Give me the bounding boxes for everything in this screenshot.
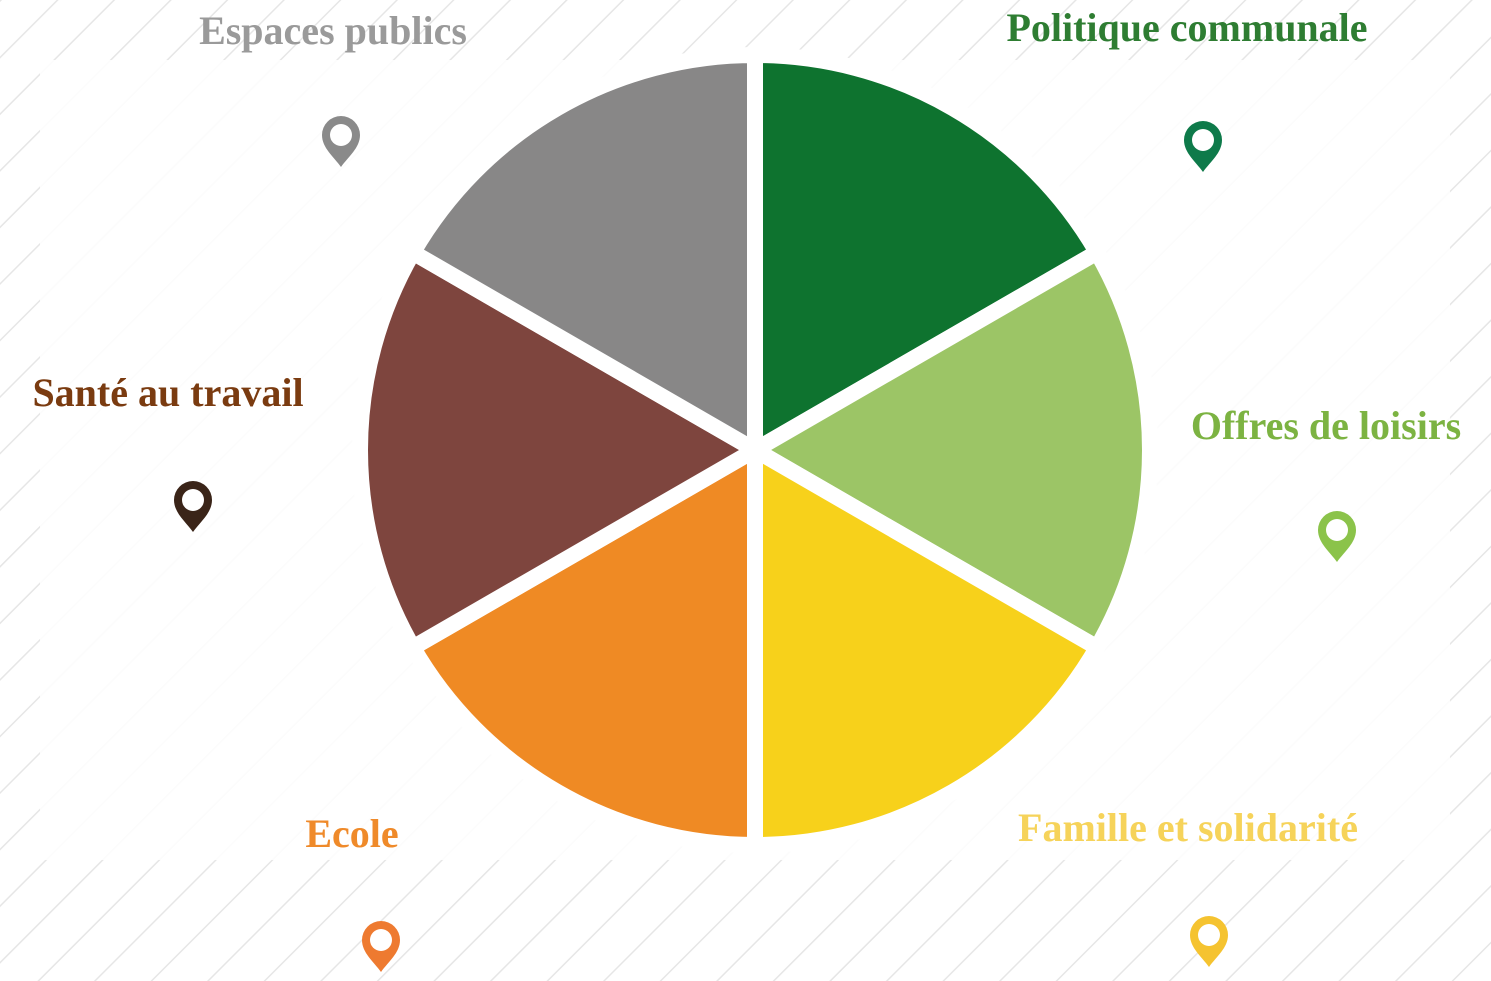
pie-sector bbox=[404, 47, 763, 458]
sector-label: Offres de loisirs bbox=[1191, 403, 1461, 448]
pin-hole bbox=[1198, 924, 1220, 946]
sector-label: Espaces publics bbox=[199, 8, 467, 53]
pin-hole bbox=[182, 489, 204, 511]
location-pin bbox=[362, 921, 400, 972]
pie bbox=[352, 47, 1158, 853]
location-pin bbox=[174, 481, 212, 532]
pie-sector bbox=[747, 47, 1106, 458]
pin-hole bbox=[370, 929, 392, 951]
labels: Politique communale Offres de loisirs Fami… bbox=[32, 5, 1461, 972]
sector-label: Santé au travail bbox=[32, 370, 303, 415]
location-pin bbox=[322, 116, 360, 167]
pin-hole bbox=[330, 124, 352, 146]
pin-hole bbox=[1192, 129, 1214, 151]
pie-sector bbox=[352, 244, 763, 656]
location-pin bbox=[1318, 511, 1356, 562]
location-pin bbox=[1184, 121, 1222, 172]
pin-hole bbox=[1326, 519, 1348, 541]
location-pin bbox=[1190, 916, 1228, 967]
pie-sector bbox=[404, 442, 763, 853]
sector-label: Politique communale bbox=[1006, 5, 1367, 50]
sector-label: Famille et solidarité bbox=[1018, 805, 1358, 850]
pie-sector bbox=[747, 442, 1106, 853]
pie-sector bbox=[747, 244, 1158, 656]
sector-label: Ecole bbox=[305, 811, 398, 856]
